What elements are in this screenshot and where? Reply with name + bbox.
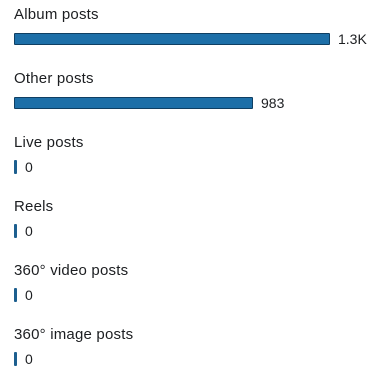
bar bbox=[14, 288, 17, 302]
bar-row: Reels 0 bbox=[14, 198, 374, 246]
bar bbox=[14, 224, 17, 238]
bar bbox=[14, 33, 330, 45]
category-label: 360° image posts bbox=[14, 326, 134, 343]
bar bbox=[14, 352, 17, 366]
category-label: Album posts bbox=[14, 6, 99, 23]
bar-row: Other posts 983 bbox=[14, 70, 374, 118]
bar-track bbox=[14, 288, 354, 302]
category-label: Reels bbox=[14, 198, 54, 215]
bar-track bbox=[14, 160, 354, 174]
value-label: 0 bbox=[25, 159, 33, 175]
category-label: Other posts bbox=[14, 70, 94, 87]
bar-row: 360° image posts 0 bbox=[14, 326, 374, 374]
bar-track bbox=[14, 33, 354, 45]
bar-row: Album posts 1.3K bbox=[14, 6, 374, 54]
value-label: 983 bbox=[261, 95, 285, 111]
value-label: 0 bbox=[25, 223, 33, 239]
category-label: 360° video posts bbox=[14, 262, 129, 279]
bar bbox=[14, 160, 17, 174]
bar-track bbox=[14, 352, 354, 366]
category-label: Live posts bbox=[14, 134, 84, 151]
value-label: 1.3K bbox=[338, 31, 367, 47]
bar-row: 360° video posts 0 bbox=[14, 262, 374, 310]
value-label: 0 bbox=[25, 351, 33, 367]
bar-row: Live posts 0 bbox=[14, 134, 374, 182]
bar bbox=[14, 97, 253, 109]
value-label: 0 bbox=[25, 287, 33, 303]
bar-track bbox=[14, 224, 354, 238]
bar-track bbox=[14, 97, 354, 109]
